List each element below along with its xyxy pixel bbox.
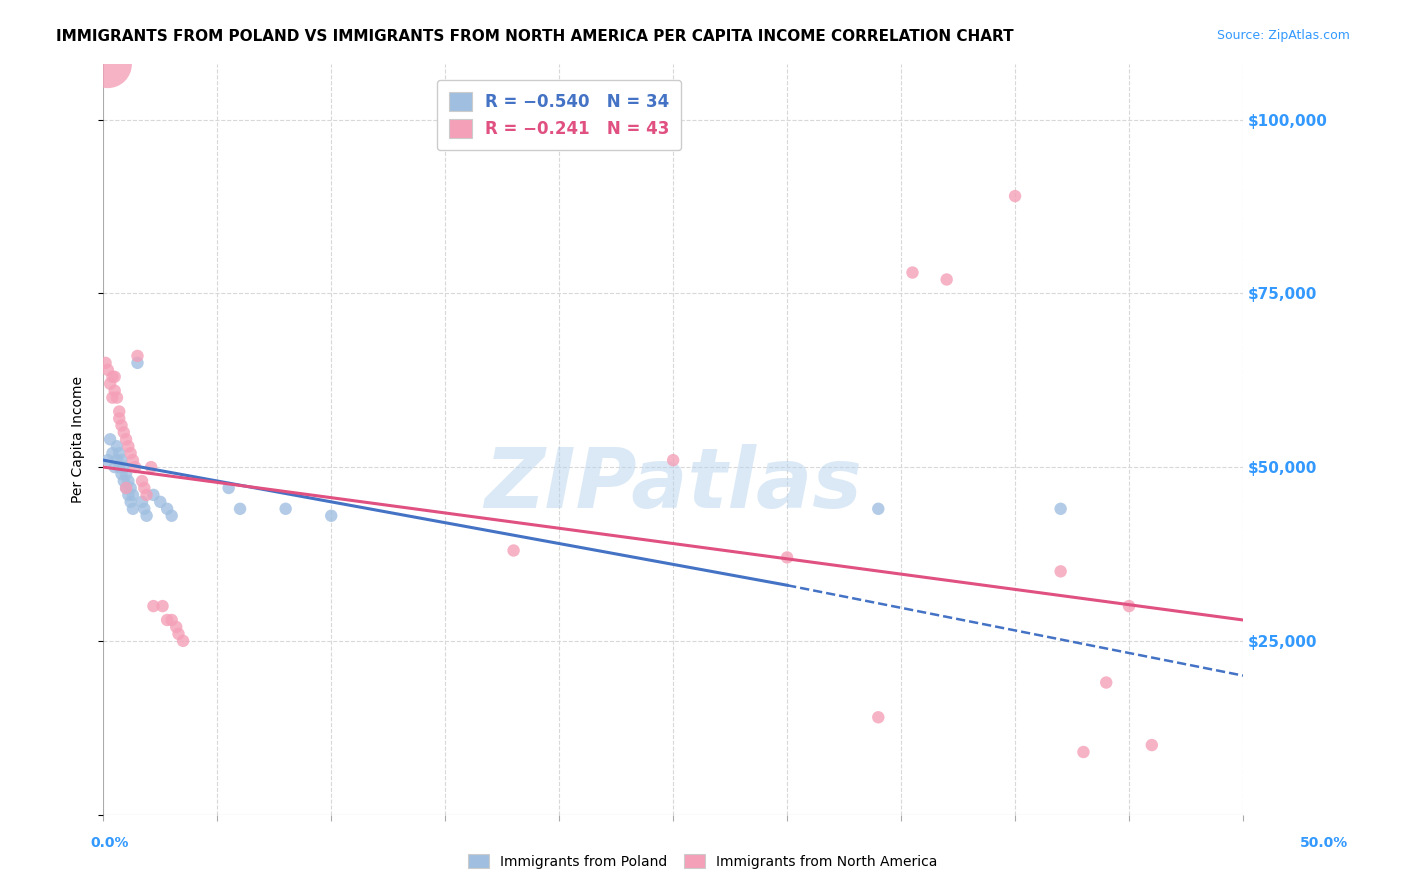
Point [1073, 745, 1095, 759]
Point [229, 501, 252, 516]
Point [165, 620, 187, 634]
Point [97, 57, 120, 71]
Point [104, 460, 127, 475]
Point [108, 404, 131, 418]
Text: 50.0%: 50.0% [1301, 836, 1348, 850]
Point [110, 418, 132, 433]
Text: IMMIGRANTS FROM POLAND VS IMMIGRANTS FROM NORTH AMERICA PER CAPITA INCOME CORREL: IMMIGRANTS FROM POLAND VS IMMIGRANTS FRO… [56, 29, 1014, 44]
Point [115, 467, 138, 481]
Point [131, 495, 153, 509]
Point [160, 508, 183, 523]
Point [110, 453, 132, 467]
Point [502, 543, 524, 558]
Point [108, 446, 131, 460]
Point [1049, 565, 1071, 579]
Point [131, 474, 153, 488]
Point [108, 411, 131, 425]
Point [105, 391, 128, 405]
Point [112, 425, 135, 440]
Point [1004, 189, 1026, 203]
Point [274, 501, 297, 516]
Point [105, 439, 128, 453]
Legend: R = −0.540   N = 34, R = −0.241   N = 43: R = −0.540 N = 34, R = −0.241 N = 43 [437, 80, 682, 150]
Point [156, 501, 179, 516]
Point [152, 599, 174, 613]
Point [218, 481, 240, 495]
Point [122, 453, 145, 467]
Point [160, 613, 183, 627]
Point [142, 488, 165, 502]
Point [101, 369, 124, 384]
Point [134, 501, 156, 516]
Point [97, 453, 120, 467]
Point [1095, 675, 1118, 690]
Point [101, 446, 124, 460]
Point [104, 384, 127, 398]
Point [108, 460, 131, 475]
Point [120, 495, 142, 509]
Point [156, 613, 179, 627]
Point [141, 460, 163, 475]
Point [117, 488, 139, 502]
Point [98, 433, 121, 447]
Point [662, 453, 685, 467]
Point [117, 474, 139, 488]
Text: 0.0%: 0.0% [90, 836, 129, 850]
Point [110, 467, 132, 481]
Point [321, 508, 343, 523]
Point [117, 439, 139, 453]
Point [127, 356, 149, 370]
Point [124, 460, 146, 475]
Point [120, 446, 142, 460]
Point [112, 460, 135, 475]
Point [127, 349, 149, 363]
Point [98, 376, 121, 391]
Point [101, 391, 124, 405]
Point [122, 501, 145, 516]
Point [167, 627, 190, 641]
Point [94, 356, 117, 370]
Point [868, 501, 890, 516]
Point [115, 481, 138, 495]
Point [776, 550, 799, 565]
Point [1118, 599, 1140, 613]
Point [135, 488, 157, 502]
Point [135, 508, 157, 523]
Text: ZIPatlas: ZIPatlas [484, 444, 862, 524]
Point [134, 481, 156, 495]
Point [935, 272, 957, 286]
Point [901, 266, 924, 280]
Point [120, 481, 142, 495]
Legend: Immigrants from Poland, Immigrants from North America: Immigrants from Poland, Immigrants from … [463, 848, 943, 874]
Point [1140, 738, 1163, 752]
Point [105, 453, 128, 467]
Point [868, 710, 890, 724]
Point [1049, 501, 1071, 516]
Point [122, 488, 145, 502]
Text: Source: ZipAtlas.com: Source: ZipAtlas.com [1216, 29, 1350, 42]
Point [115, 433, 138, 447]
Point [142, 599, 165, 613]
Y-axis label: Per Capita Income: Per Capita Income [72, 376, 86, 503]
Point [172, 633, 194, 648]
Point [112, 474, 135, 488]
Point [97, 363, 120, 377]
Point [115, 481, 138, 495]
Point [104, 369, 127, 384]
Point [149, 495, 172, 509]
